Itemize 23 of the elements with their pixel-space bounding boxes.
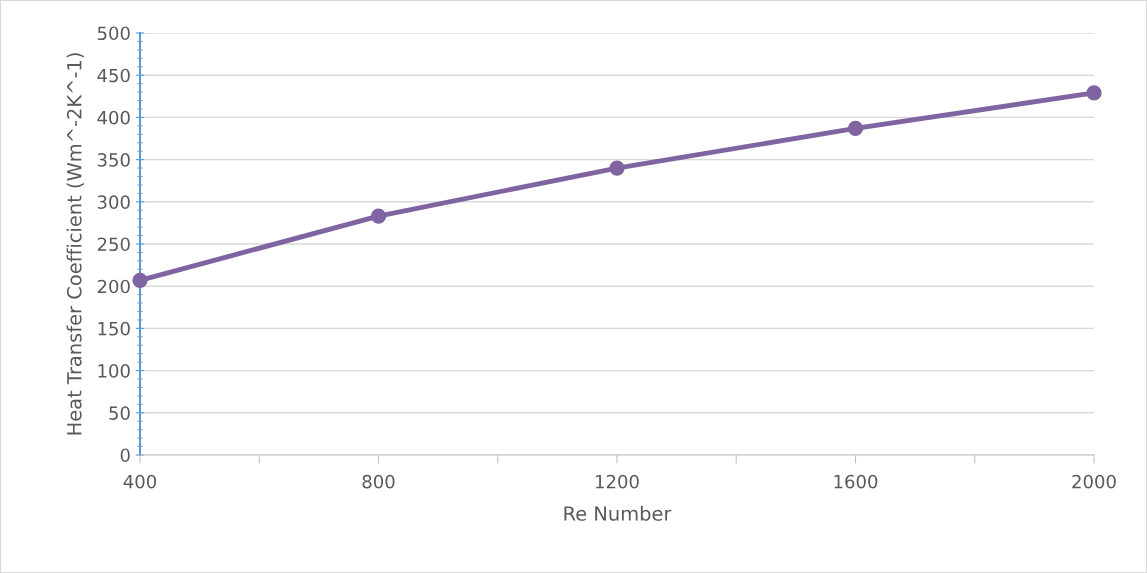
y-axis-title: Heat Transfer Coefficient (Wm^-2K^-1) bbox=[66, 53, 84, 435]
y-tick-label: 400 bbox=[97, 110, 130, 125]
x-tick-label: 1200 bbox=[596, 474, 639, 489]
y-tick-label: 450 bbox=[97, 68, 130, 83]
x-tick-label: 2000 bbox=[1072, 474, 1116, 489]
point bbox=[609, 160, 625, 176]
x-tick-label: 800 bbox=[362, 474, 395, 489]
y-tick-label: 50 bbox=[109, 406, 130, 420]
y-tick-label: 500 bbox=[97, 26, 130, 41]
y-tick-label: 0 bbox=[120, 448, 130, 463]
x-tick-label: 400 bbox=[123, 474, 157, 489]
point bbox=[847, 120, 864, 137]
point bbox=[132, 272, 148, 288]
y-tick-label: 150 bbox=[98, 321, 130, 336]
y-tick-label: 200 bbox=[97, 279, 130, 294]
x-tick-label: 1600 bbox=[834, 474, 878, 489]
y-tick-label: 250 bbox=[97, 237, 130, 252]
y-tick-label: 350 bbox=[97, 153, 130, 167]
point bbox=[370, 208, 387, 224]
y-tick-label: 300 bbox=[97, 195, 130, 209]
x-axis-title: Re Number bbox=[564, 505, 672, 521]
point bbox=[1086, 85, 1102, 101]
y-tick-label: 100 bbox=[98, 364, 130, 378]
